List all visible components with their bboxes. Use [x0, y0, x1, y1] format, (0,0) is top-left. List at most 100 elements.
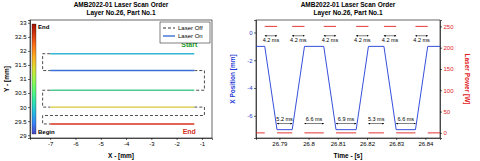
tick: 29.5 — [15, 119, 30, 125]
tick-mark — [202, 138, 203, 140]
axis-y2: 0 50 100 150 200 250 — [440, 21, 454, 139]
axis-line — [254, 21, 257, 139]
tick-mark — [177, 138, 178, 140]
tick-label: 30 — [20, 105, 27, 111]
duration-arrow — [368, 123, 383, 124]
duration-label: 5.3 ms — [368, 116, 385, 122]
duration-label: 6.6 ms — [398, 116, 415, 122]
tick-mark — [28, 135, 30, 136]
tick-mark — [440, 26, 442, 27]
tick-label: 26.83 — [389, 141, 405, 147]
axis-y: 2929.53030.53131.53232.533 — [15, 20, 31, 138]
plot-area — [256, 26, 440, 132]
tick: 50 — [440, 109, 451, 115]
tick-label: 29 — [20, 133, 27, 139]
tick-mark — [28, 37, 30, 38]
tick-label: -2 — [174, 141, 180, 147]
y-axis-title: X Position [mm] — [229, 54, 237, 103]
tick-mark — [440, 133, 442, 134]
colorbar-label: End — [38, 24, 50, 30]
tick: 150 — [440, 66, 454, 72]
colorbar — [32, 24, 36, 134]
tick: -6 — [247, 113, 256, 119]
tick-mark — [254, 60, 256, 61]
chart-title: AMB2022-01 Laser Scan Order — [74, 1, 169, 8]
tick-label: 100 — [444, 88, 455, 94]
tick-mark — [254, 32, 256, 33]
tick: -1 — [200, 138, 206, 147]
legend-label: Laser Off — [178, 25, 203, 31]
tick-mark — [28, 107, 30, 108]
plot-frame — [30, 20, 212, 138]
tick-mark — [440, 90, 442, 91]
tick: 31 — [20, 76, 30, 82]
tick-mark — [28, 65, 30, 66]
chart-subtitle: Layer No.26, Part No.1 — [314, 9, 383, 17]
duration-arrow — [396, 123, 415, 124]
tick: -4 — [124, 138, 130, 147]
tick: -6 — [73, 138, 79, 147]
tick-mark — [28, 23, 30, 24]
x-axis-title: X - [mm] — [108, 152, 134, 160]
tick-label: 250 — [444, 24, 455, 30]
tick: -2 — [247, 58, 256, 64]
duration-arrow — [324, 35, 336, 36]
chart-subtitle: Layer No.26, Part No.1 — [87, 9, 156, 17]
duration-label: 4.2 ms — [322, 37, 339, 43]
duration-arrow — [304, 123, 323, 124]
tick-label: -4 — [124, 141, 130, 147]
tick-mark — [151, 138, 152, 140]
axis-line — [441, 21, 443, 139]
tick: 26.83 — [389, 138, 405, 147]
figure: -7-6-5-4-3-2-12929.53030.53131.53232.533… — [0, 0, 480, 161]
tick-label: -5 — [99, 141, 105, 147]
tick: 32 — [20, 48, 30, 54]
duration-label: 6.6 ms — [306, 116, 323, 122]
tick-label: 26.8 — [303, 141, 315, 147]
tick: 0 — [440, 130, 448, 136]
tick-mark — [367, 138, 368, 140]
tick-label: -6 — [247, 113, 253, 119]
duration-label: 4.2 ms — [354, 37, 371, 43]
axis-x: -7-6-5-4-3-2-1 — [31, 138, 213, 147]
tick: 30 — [20, 105, 30, 111]
tick-label: 0 — [249, 30, 253, 36]
power-line — [256, 26, 440, 132]
tick-mark — [440, 69, 442, 70]
tick-label: 32 — [20, 48, 27, 54]
scan-track — [50, 53, 194, 54]
axis-y: -6-4-20 — [247, 21, 256, 139]
x-axis-title: Time - [s] — [334, 152, 363, 160]
tick-label: 0 — [444, 130, 448, 136]
tick-label: 30.5 — [15, 90, 27, 96]
data-line — [256, 46, 440, 129]
duration-arrow — [265, 35, 277, 36]
tick: 26.79 — [272, 138, 288, 147]
tick: 200 — [440, 45, 454, 51]
legend-swatch — [163, 28, 175, 29]
tick-label: 31.5 — [15, 62, 27, 68]
colorbar-label: Begin — [38, 129, 55, 135]
annotation: End — [183, 128, 196, 135]
duration-arrow — [292, 35, 304, 36]
scan-track — [50, 70, 194, 71]
tick-mark — [440, 48, 442, 49]
tick: 30.5 — [15, 90, 30, 96]
y-axis-title: Y - [mm] — [3, 66, 11, 92]
tick-mark — [254, 116, 256, 117]
tick-label: 26.82 — [360, 141, 376, 147]
axis-line — [28, 21, 31, 139]
tick: 26.8 — [303, 138, 315, 147]
duration-arrow — [384, 35, 396, 36]
tick-label: 200 — [444, 45, 455, 51]
tick-mark — [28, 121, 30, 122]
tick-mark — [338, 138, 339, 140]
plot-frame — [256, 20, 440, 138]
tick-label: 33 — [20, 20, 27, 26]
axis-x: 26.7926.826.8126.8226.8326.84 — [257, 138, 441, 147]
chart-title: AMB2022-01 Laser Scan Order — [301, 1, 396, 8]
tick-mark — [425, 138, 426, 140]
duration-label: 4.2 ms — [290, 37, 307, 43]
plot-area — [43, 54, 205, 124]
tick-label: 31 — [20, 76, 27, 82]
